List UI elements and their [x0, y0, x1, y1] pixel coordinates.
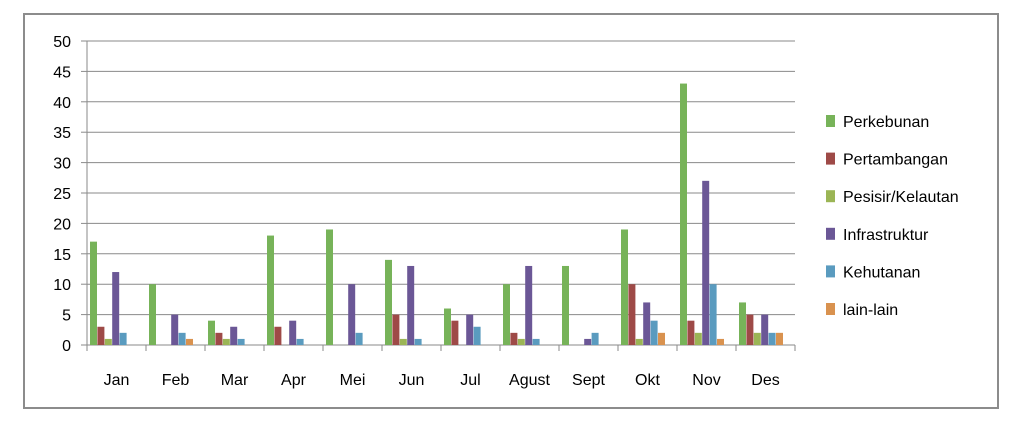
legend: Perkebunan Pertambangan Pesisir/Kelautan In… — [826, 114, 959, 319]
y-tick-label: 15 — [53, 247, 71, 264]
bar-pertambangan-des — [746, 314, 754, 345]
bar-kehutanan-nov — [709, 284, 717, 345]
bar-pertambangan-jan — [97, 326, 105, 345]
bar-infrastruktur-okt — [643, 302, 651, 345]
bar-pertambangan-jun — [392, 314, 400, 345]
bar-kehutanan-okt — [650, 320, 658, 345]
bar-lain-lain-okt — [658, 332, 665, 345]
bar-perkebunan-jun — [385, 259, 392, 345]
bar-infrastruktur-mar — [230, 326, 238, 345]
bar-pesisir-kelautan-des — [753, 332, 761, 345]
bar-kehutanan-jan — [119, 332, 127, 345]
bar-lain-lain-nov — [717, 338, 724, 345]
legend-label: Infrastruktur — [843, 227, 929, 244]
bar-infrastruktur-jul — [466, 314, 474, 345]
legend-swatch — [826, 227, 835, 240]
y-tick-label: 35 — [53, 125, 71, 142]
bar-perkebunan-jul — [444, 308, 451, 345]
bar-pertambangan-okt — [628, 284, 636, 345]
x-tick-labels: Jan Feb Mar Apr Mei Jun Jul Agust Sept Okt Nov Des — [104, 372, 780, 389]
bar-infrastruktur-mei — [348, 284, 356, 345]
x-tick-label: Agust — [509, 372, 550, 389]
bar-kehutanan-feb — [178, 332, 186, 345]
bar-infrastruktur-feb — [171, 314, 179, 345]
axes — [81, 40, 796, 351]
bar-infrastruktur-nov — [702, 180, 710, 345]
y-tick-labels: 0 5 10 15 20 25 30 35 40 45 50 — [53, 34, 71, 355]
bar-kehutanan-mar — [237, 338, 245, 345]
bar-pesisir-kelautan-mar — [222, 338, 230, 345]
legend-label: Kehutanan — [843, 264, 920, 281]
bar-pesisir-kelautan-nov — [694, 332, 702, 345]
legend-swatch — [826, 303, 835, 315]
bar-kehutanan-des — [768, 332, 776, 345]
y-tick-label: 40 — [53, 95, 71, 112]
x-tick-label: Sept — [572, 372, 605, 389]
x-tick-label: Mar — [221, 372, 249, 389]
bar-pertambangan-mar — [215, 332, 223, 345]
bar-kehutanan-sept — [591, 332, 599, 345]
x-tick-label: Feb — [162, 372, 190, 389]
bar-perkebunan-sept — [562, 265, 569, 345]
bar-kehutanan-jul — [473, 326, 481, 345]
y-tick-label: 0 — [62, 338, 71, 355]
bar-kehutanan-mei — [355, 332, 363, 345]
y-tick-label: 20 — [53, 216, 71, 233]
bar-perkebunan-jan — [90, 241, 97, 345]
bar-infrastruktur-des — [761, 314, 769, 345]
bar-kehutanan-agust — [532, 338, 540, 345]
y-tick-label: 30 — [53, 156, 71, 173]
bar-pertambangan-jul — [451, 320, 459, 345]
bar-infrastruktur-jun — [407, 265, 415, 345]
bar-kehutanan-apr — [296, 338, 304, 345]
bar-kehutanan-jun — [414, 338, 422, 345]
bar-lain-lain-feb — [186, 338, 193, 345]
bar-perkebunan-okt — [621, 229, 628, 345]
x-tick-label: Apr — [281, 372, 307, 389]
x-tick-label: Des — [751, 372, 779, 389]
legend-swatch — [826, 115, 835, 127]
x-tick-label: Jul — [460, 372, 480, 389]
legend-swatch — [826, 265, 835, 278]
legend-label: Perkebunan — [843, 114, 929, 131]
bars — [90, 83, 783, 345]
y-tick-label: 5 — [62, 308, 71, 325]
bar-lain-lain-des — [776, 332, 783, 345]
x-tick-label: Jun — [399, 372, 425, 389]
legend-label: Pesisir/Kelautan — [843, 189, 959, 206]
bar-perkebunan-des — [739, 302, 746, 345]
x-tick-label: Nov — [692, 372, 720, 389]
bar-pesisir-kelautan-jan — [104, 338, 112, 345]
bar-infrastruktur-agust — [525, 265, 533, 345]
legend-label: lain-lain — [843, 302, 898, 319]
bar-pesisir-kelautan-jun — [399, 338, 407, 345]
legend-swatch — [826, 190, 835, 203]
bar-perkebunan-feb — [149, 284, 156, 345]
bar-infrastruktur-sept — [584, 338, 592, 345]
bar-perkebunan-apr — [267, 235, 274, 345]
x-tick-label: Jan — [104, 372, 130, 389]
bar-perkebunan-mei — [326, 229, 333, 345]
x-tick-label: Okt — [635, 372, 660, 389]
bar-perkebunan-nov — [680, 83, 687, 345]
y-tick-label: 25 — [53, 186, 71, 203]
bar-perkebunan-mar — [208, 320, 215, 345]
y-tick-label: 10 — [53, 277, 71, 294]
bar-infrastruktur-jan — [112, 272, 120, 345]
bar-pertambangan-agust — [510, 332, 518, 345]
bar-pesisir-kelautan-okt — [635, 338, 643, 345]
bar-pertambangan-nov — [687, 320, 695, 345]
bar-pesisir-kelautan-agust — [517, 338, 525, 345]
bar-infrastruktur-apr — [289, 320, 297, 345]
x-tick-label: Mei — [340, 372, 366, 389]
gridlines — [87, 40, 795, 316]
legend-label: Pertambangan — [843, 152, 948, 169]
y-tick-label: 50 — [53, 34, 71, 51]
bar-pertambangan-apr — [274, 326, 282, 345]
legend-swatch — [826, 152, 835, 165]
bar-perkebunan-agust — [503, 284, 510, 345]
y-tick-label: 45 — [53, 64, 71, 81]
